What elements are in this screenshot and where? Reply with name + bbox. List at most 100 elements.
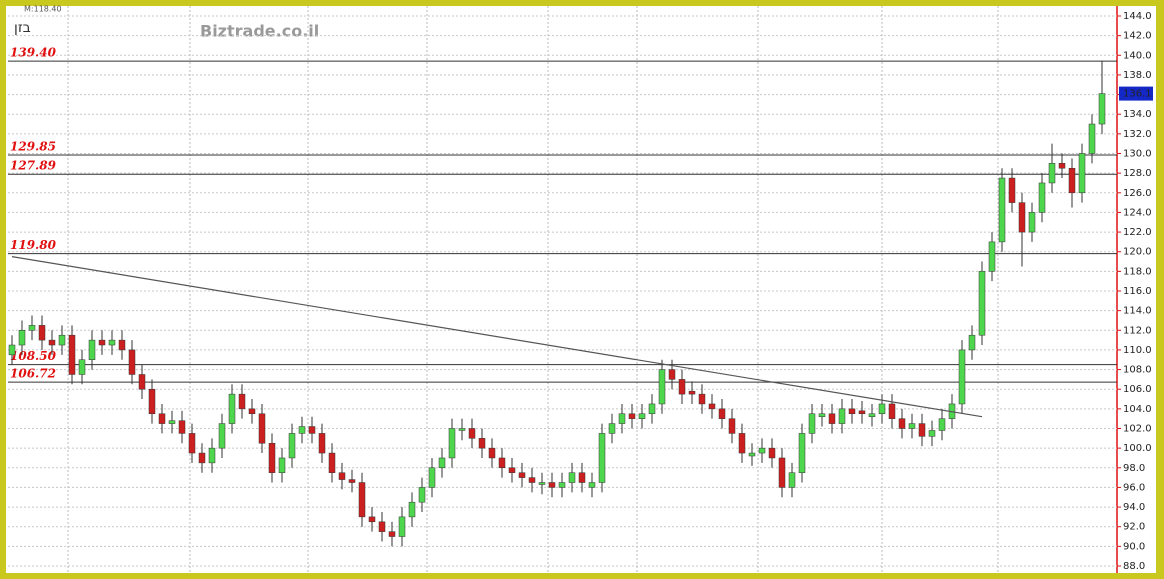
- candle-body: [928, 430, 936, 437]
- candle-body: [888, 403, 896, 419]
- candle-body: [748, 452, 756, 457]
- candle-body: [408, 501, 416, 518]
- candle-body: [28, 325, 36, 331]
- y-tick-label: 98.0: [1123, 463, 1145, 474]
- candle-body: [908, 423, 916, 429]
- candle-body: [308, 426, 316, 434]
- candle-body: [298, 426, 306, 434]
- candle-body: [1058, 163, 1066, 169]
- candle-body: [898, 418, 906, 429]
- candle-body: [268, 442, 276, 473]
- candle-body: [488, 447, 496, 459]
- candle-body: [518, 472, 526, 478]
- y-tick-label: 100.0: [1123, 443, 1152, 454]
- candle-body: [728, 418, 736, 434]
- candle-body: [768, 447, 776, 459]
- candle-body: [168, 420, 176, 424]
- candle-body: [108, 339, 116, 346]
- candle-body: [338, 472, 346, 480]
- candle-body: [78, 359, 86, 375]
- y-tick-label: 92.0: [1123, 522, 1145, 533]
- candle-body: [1048, 163, 1056, 184]
- candle-body: [1098, 93, 1106, 125]
- candle-body: [608, 423, 616, 434]
- y-tick-label: 106.0: [1123, 384, 1152, 395]
- candle-body: [358, 482, 366, 518]
- candle-body: [868, 413, 876, 417]
- level-label: 139.40: [10, 46, 57, 60]
- candle-body: [838, 408, 846, 424]
- candle-body: [1078, 153, 1086, 194]
- candle-body: [968, 334, 976, 351]
- y-tick-label: 116.0: [1123, 286, 1152, 297]
- candle-body: [428, 467, 436, 488]
- candle-body: [598, 433, 606, 483]
- candle-body: [988, 241, 996, 272]
- candle-body: [538, 482, 546, 485]
- candle-body: [88, 339, 96, 361]
- watermark: Biztrade.co.il: [200, 22, 319, 41]
- candle-body: [248, 408, 256, 415]
- last-price-box: [1119, 86, 1153, 101]
- candle-body: [628, 413, 636, 419]
- y-tick-label: 132.0: [1123, 129, 1152, 140]
- candle-body: [878, 403, 886, 415]
- y-tick-label: 140.0: [1123, 50, 1152, 61]
- y-tick-label: 108.0: [1123, 365, 1152, 376]
- candle-body: [178, 420, 186, 434]
- candle-body: [668, 369, 676, 380]
- candle-body: [938, 418, 946, 431]
- candle-body: [808, 413, 816, 434]
- candle-body: [658, 369, 666, 405]
- candle-body: [198, 452, 206, 464]
- candle-body: [8, 344, 16, 356]
- y-tick-label: 128.0: [1123, 168, 1152, 179]
- level-label: 106.72: [10, 367, 56, 381]
- candle-body: [978, 271, 986, 336]
- y-tick-label: 104.0: [1123, 404, 1152, 415]
- candle-body: [998, 177, 1006, 243]
- candle-body: [258, 413, 266, 444]
- candle-body: [1008, 177, 1016, 203]
- trendline: [11, 256, 983, 418]
- y-tick-label: 124.0: [1123, 207, 1152, 218]
- symbol: בזן: [14, 20, 31, 36]
- candle-body: [648, 403, 656, 415]
- candle-body: [958, 349, 966, 405]
- candle-body: [448, 428, 456, 459]
- candle-body: [788, 472, 796, 488]
- candle-body: [478, 438, 486, 449]
- y-tick-label: 110.0: [1123, 345, 1152, 356]
- candle-body: [588, 482, 596, 488]
- candle-body: [438, 457, 446, 469]
- candle-body: [1038, 182, 1046, 213]
- candle-body: [148, 388, 156, 415]
- candle-body: [738, 433, 746, 454]
- candle-body: [708, 403, 716, 410]
- candle-body: [688, 390, 696, 395]
- candle-body: [128, 349, 136, 375]
- candle-body: [208, 447, 216, 464]
- candle-body: [38, 325, 46, 341]
- candle-body: [548, 482, 556, 488]
- candle-body: [828, 413, 836, 424]
- last-price-label: 136.1: [1123, 89, 1152, 100]
- candle-body: [848, 408, 856, 415]
- candle-body: [1028, 212, 1036, 233]
- candle-body: [1068, 167, 1076, 194]
- y-tick-label: 134.0: [1123, 109, 1152, 120]
- candle-body: [188, 433, 196, 454]
- candle-body: [458, 428, 466, 431]
- candle-body: [238, 393, 246, 410]
- candle-body: [578, 472, 586, 483]
- y-tick-label: 114.0: [1123, 306, 1152, 317]
- level-label: 119.80: [10, 238, 57, 252]
- y-tick-label: 118.0: [1123, 266, 1152, 277]
- candle-body: [348, 479, 356, 483]
- candle-body: [1088, 123, 1096, 154]
- y-tick-label: 130.0: [1123, 149, 1152, 160]
- y-tick-label: 138.0: [1123, 70, 1152, 81]
- candle-body: [678, 379, 686, 395]
